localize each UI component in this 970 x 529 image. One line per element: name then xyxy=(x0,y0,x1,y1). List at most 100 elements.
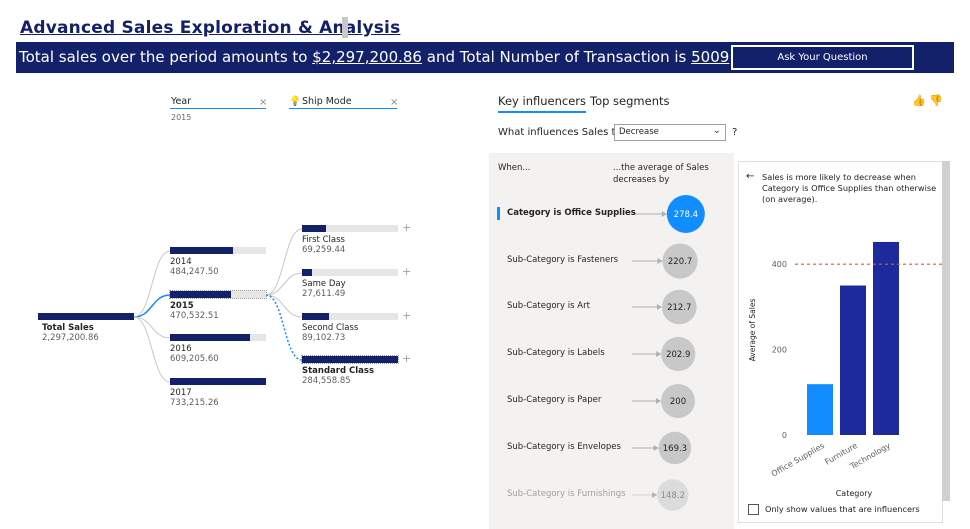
detail-scrollbar[interactable] xyxy=(942,161,950,501)
y-tick-label: 200 xyxy=(772,346,787,355)
root-bar[interactable] xyxy=(38,313,134,320)
lightbulb-icon: 💡 xyxy=(289,96,301,107)
x-tick-label: Office Supplies xyxy=(770,441,826,479)
summary-banner: Total sales over the period amounts to $… xyxy=(16,42,954,73)
influencer-row-label[interactable]: Sub-Category is Labels xyxy=(507,348,605,358)
year-clear-icon[interactable]: × xyxy=(259,97,268,108)
checkbox-label: Only show values that are influencers xyxy=(765,504,920,514)
influencer-row-label[interactable]: Sub-Category is Furnishings xyxy=(507,489,626,499)
ask-question-button[interactable]: Ask Your Question xyxy=(731,45,914,70)
influencers-only-checkbox[interactable] xyxy=(748,504,759,515)
year-node-label: 2014 xyxy=(170,257,192,267)
influencer-bubble-value: 220.7 xyxy=(668,257,692,267)
year-node-bar[interactable] xyxy=(169,290,267,299)
year-node-bar[interactable] xyxy=(170,378,266,385)
influencer-bubble xyxy=(660,383,696,419)
influencer-arrowhead xyxy=(652,492,658,498)
ship-node-value: 27,611.49 xyxy=(302,289,346,299)
influencer-bubble-value: 212.7 xyxy=(667,303,691,313)
ship-slicer-underline xyxy=(289,108,397,109)
year-node-bar[interactable] xyxy=(170,247,266,254)
connector-2015-first xyxy=(265,228,303,296)
ship-node-bar-fill xyxy=(302,356,398,363)
year-node-bar-fill xyxy=(170,378,266,385)
ship-node-bar[interactable] xyxy=(302,313,398,320)
influencer-row-label[interactable]: Category is Office Supplies xyxy=(507,208,636,218)
influencer-bubble xyxy=(661,289,697,325)
category-bar xyxy=(873,241,899,435)
expand-plus-icon[interactable]: + xyxy=(402,265,412,278)
influencer-bubble xyxy=(666,195,705,233)
thumbs-up-icon[interactable]: 👍 xyxy=(912,94,926,107)
influencer-bubble xyxy=(658,431,692,465)
influencer-bubble-value: 202.9 xyxy=(666,350,690,360)
influencer-bubble-value: 148.2 xyxy=(661,491,685,501)
help-qmark[interactable]: ? xyxy=(732,127,738,138)
connector-2015-same xyxy=(265,272,303,296)
transactions-value: 5009 xyxy=(691,48,730,66)
ship-node-bar[interactable] xyxy=(302,225,398,232)
connector-2015-standard xyxy=(265,294,303,361)
year-node-label: 2015 xyxy=(170,301,194,311)
detail-explanation: Sales is more likely to decrease when Ca… xyxy=(762,172,937,204)
influencer-bubble-value: 200 xyxy=(670,397,686,407)
thumbs-down-icon[interactable]: 👎 xyxy=(929,94,943,107)
ship-clear-icon[interactable]: × xyxy=(390,97,399,108)
ship-node-value: 89,102.73 xyxy=(302,333,346,343)
year-slicer-label[interactable]: Year xyxy=(171,96,192,107)
ship-node-bar-fill xyxy=(302,225,326,232)
influencer-bubble-value: 278.4 xyxy=(674,210,698,220)
ship-node-label: Standard Class xyxy=(302,366,375,376)
connector-root-2015 xyxy=(133,294,171,318)
summary-prefix: Total sales over the period amounts to xyxy=(19,48,313,66)
year-node-value: 609,205.60 xyxy=(170,354,219,364)
year-node-bar-fill xyxy=(170,334,250,341)
ship-node-label: First Class xyxy=(302,235,345,245)
tab-top-segments[interactable]: Top segments xyxy=(590,94,670,108)
selected-row-marker xyxy=(497,207,500,220)
summary-text: Total sales over the period amounts to $… xyxy=(19,48,729,66)
text-cursor xyxy=(342,17,348,38)
y-tick-label: 400 xyxy=(772,260,787,269)
influencer-row-label[interactable]: Sub-Category is Paper xyxy=(507,395,602,405)
y-tick-label: 0 xyxy=(782,431,787,440)
year-node-value: 470,532.51 xyxy=(170,311,219,321)
col-average: ...the average of Sales decreases by xyxy=(613,163,709,185)
influencer-bubble xyxy=(662,243,698,279)
ship-slicer-label[interactable]: Ship Mode xyxy=(302,96,352,107)
ship-node-bar[interactable] xyxy=(301,355,399,364)
root-label: Total Sales xyxy=(42,323,94,333)
influencer-bubble xyxy=(657,479,689,511)
expand-plus-icon[interactable]: + xyxy=(402,221,412,234)
year-node-value: 733,215.26 xyxy=(170,398,219,408)
year-slicer-underline xyxy=(170,108,266,109)
influencer-row-label[interactable]: Sub-Category is Fasteners xyxy=(507,255,619,265)
tab-key-influencers[interactable]: Key influencers xyxy=(498,94,587,113)
influencer-arrowhead xyxy=(653,445,659,451)
year-node-label: 2016 xyxy=(170,344,192,354)
year-slicer-value: 2015 xyxy=(171,113,192,122)
influencer-arrowhead xyxy=(655,398,661,404)
influencer-row-label[interactable]: Sub-Category is Art xyxy=(507,301,590,311)
back-arrow-icon[interactable]: ← xyxy=(746,171,755,182)
influencer-row-label[interactable]: Sub-Category is Envelopes xyxy=(507,442,621,452)
influencer-arrowhead xyxy=(656,351,662,357)
year-node-bar-fill xyxy=(170,247,234,254)
category-bar xyxy=(807,384,833,435)
year-node-bar[interactable] xyxy=(170,334,266,341)
year-node-label: 2017 xyxy=(170,388,192,398)
expand-plus-icon[interactable]: + xyxy=(402,352,412,365)
influence-question: What influences Sales to xyxy=(498,127,622,138)
influencer-arrowhead xyxy=(656,304,662,310)
summary-mid: and Total Number of Transaction is xyxy=(426,48,692,66)
ship-node-bar-fill xyxy=(302,269,312,276)
chevron-down-icon: ⌄ xyxy=(712,125,721,136)
expand-plus-icon[interactable]: + xyxy=(402,309,412,322)
ship-node-value: 69,259.44 xyxy=(302,245,346,255)
connector-2015-second xyxy=(265,294,303,318)
ship-node-bar[interactable] xyxy=(302,269,398,276)
influencer-arrowhead xyxy=(657,258,663,264)
influence-direction-dropdown[interactable]: Decrease ⌄ xyxy=(614,124,726,141)
dropdown-value: Decrease xyxy=(619,127,659,137)
total-sales-value: $2,297,200.86 xyxy=(312,48,422,66)
